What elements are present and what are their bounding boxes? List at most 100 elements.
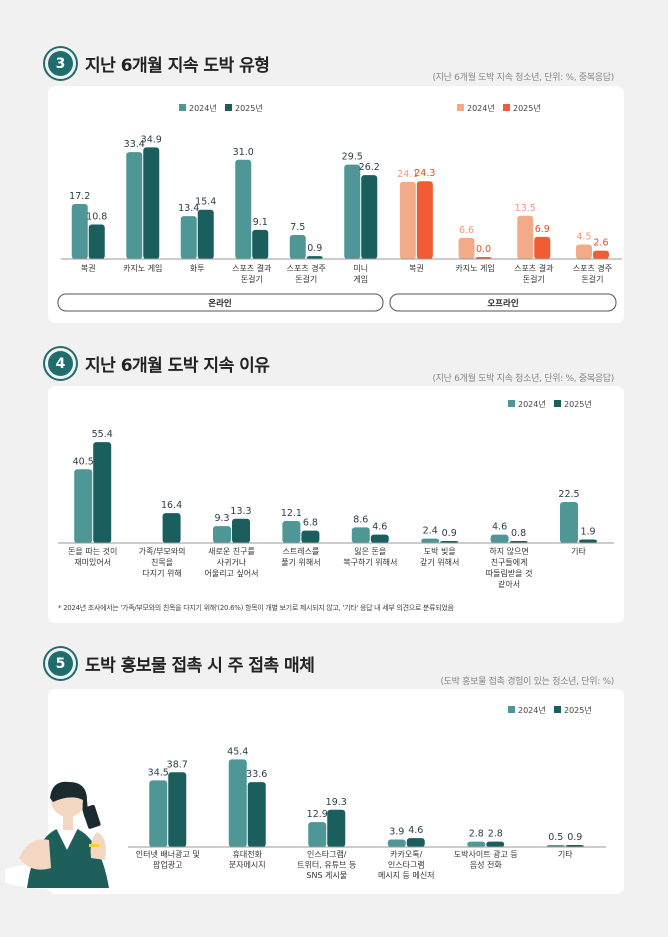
chart3-online-value-2-1: 15.4 bbox=[195, 197, 216, 208]
chart3-online-group-label: 온라인 bbox=[208, 298, 232, 309]
chart3-offline-value-3-0: 4.5 bbox=[576, 232, 591, 243]
chart5-value-0-0: 34.5 bbox=[148, 767, 169, 778]
chart3-online-value-0-1: 10.8 bbox=[86, 211, 107, 222]
chart4-cat-label-3-0: 스트레스를 bbox=[282, 547, 319, 556]
chart4-bar-2-0 bbox=[213, 526, 231, 543]
chart5-value-5-0: 0.5 bbox=[548, 832, 563, 843]
chart4-cat-label-6-2: 따돌림받을 것 bbox=[486, 568, 533, 578]
chart3-online-value-3-0: 31.0 bbox=[233, 147, 254, 158]
chart4-cat-label-0-1: 재미있어서 bbox=[74, 557, 111, 567]
chart4-cat-label-6-1: 친구들에게 bbox=[491, 557, 528, 567]
chart3-online-value-5-0: 29.5 bbox=[342, 152, 363, 163]
chart5-bar-0-1 bbox=[168, 772, 187, 847]
chart4-bar-1-1 bbox=[162, 513, 181, 543]
chart3-online-value-5-1: 26.2 bbox=[359, 162, 380, 173]
chart4-legend-label-1: 2025년 bbox=[564, 399, 592, 409]
character-collar bbox=[55, 826, 79, 850]
chart3-offline-cat-label-2-0: 스포츠 결과 bbox=[514, 263, 554, 273]
chart4-value-3-1: 6.8 bbox=[303, 518, 318, 529]
chart4-legend-swatch-0 bbox=[508, 400, 515, 407]
chart5-value-4-1: 2.8 bbox=[488, 829, 503, 840]
chart4-cat-label-3-1: 풀기 위해서 bbox=[281, 557, 320, 567]
section5-header: 5 도박 홍보물 접촉 시 주 접촉 매체 bbox=[48, 651, 315, 676]
chart3-online-bar-0-0 bbox=[71, 203, 88, 259]
chart3-online-bar-0-1 bbox=[88, 224, 105, 259]
chart4-value-4-1: 4.6 bbox=[372, 522, 387, 533]
chart5-legend-label-0: 2024년 bbox=[518, 705, 546, 715]
chart4-cat-label-5-0: 도박 빚을 bbox=[424, 546, 456, 556]
chart3-online-bar-1-1 bbox=[143, 147, 160, 259]
chart3-online-bar-2-0 bbox=[180, 216, 197, 259]
chart4-bar-6-0 bbox=[490, 534, 509, 543]
section5-note: (도박 홍보물 접촉 경험이 있는 청소년, 단위: %) bbox=[440, 677, 614, 687]
chart3-svg: 2024년 2025년 2024년 2025년 17.2 10.8 복권 33.434.9 카지… bbox=[57, 103, 622, 312]
chart5-bar-3-1 bbox=[406, 838, 425, 847]
chart3-online-value-4-1: 0.9 bbox=[307, 243, 322, 254]
chart3-offline-value-1-1: 0.0 bbox=[476, 244, 491, 255]
chart5-bar-1-0 bbox=[228, 759, 247, 847]
chart5-value-5-1: 0.9 bbox=[567, 832, 582, 843]
chart4-value-6-0: 4.6 bbox=[492, 522, 507, 533]
chart3-offline-group-label: 오프라인 bbox=[487, 298, 518, 309]
section3-panel: 2024년 2025년 2024년 2025년 17.2 10.8 복권 33.4 34.9 카지… bbox=[48, 86, 624, 323]
chart3-offline-cat-label-0-0: 복권 bbox=[409, 263, 424, 273]
chart3-online-cat-label-3-1: 돈걸기 bbox=[241, 275, 263, 284]
chart4-value-2-1: 13.3 bbox=[230, 506, 251, 517]
chart5-cat-label-2-2: SNS 게시물 bbox=[306, 870, 347, 880]
chart3-offline-value-0-0: 24.1 bbox=[397, 169, 418, 180]
chart3-online-value-1-1: 34.9 bbox=[141, 134, 162, 145]
character-hair bbox=[50, 781, 89, 824]
chart5-bar-4-0 bbox=[467, 841, 486, 847]
section4-panel: 2024년 2025년 40.5 55.4 돈을 따는 것이 재미있어서 16.4 가족/부모… bbox=[48, 386, 624, 623]
chart3-online-bar-2-1 bbox=[197, 209, 214, 259]
chart5-cat-label-0-1: 팝업광고 bbox=[153, 860, 182, 870]
chart4-value-5-0: 2.4 bbox=[423, 526, 438, 537]
chart5-value-4-0: 2.8 bbox=[469, 829, 484, 840]
chart4-cat-label-0-0: 돈을 따는 것이 bbox=[68, 546, 117, 556]
chart3-online-legend-swatch-1 bbox=[225, 104, 232, 111]
chart4-cat-label-4-1: 복구하기 위해서 bbox=[343, 557, 397, 567]
chart5-cat-label-2-0: 인스타그램/ bbox=[307, 849, 347, 859]
chart4-value-7-0: 22.5 bbox=[558, 489, 579, 500]
chart4-cat-label-7-0: 기타 bbox=[571, 547, 586, 556]
chart3-offline-bar-0-0 bbox=[399, 181, 416, 259]
chart3-offline-bar-0-1 bbox=[416, 181, 433, 259]
chart4-value-1-1: 16.4 bbox=[161, 500, 182, 511]
character-arm-left bbox=[19, 839, 51, 870]
chart5-value-0-1: 38.7 bbox=[167, 759, 188, 770]
chart4-bar-4-1 bbox=[370, 534, 389, 543]
chart5-cat-label-4-0: 도박사이트 광고 등 bbox=[454, 849, 518, 859]
chart4-bar-0-1 bbox=[93, 442, 112, 543]
chart3-online-bar-3-0 bbox=[235, 159, 252, 259]
chart5-bar-3-0 bbox=[387, 839, 406, 847]
chart5-cat-label-3-1: 인스타그램 bbox=[388, 860, 425, 870]
chart3-offline-bar-3-0 bbox=[575, 244, 592, 259]
chart3-online-value-1-0: 33.4 bbox=[124, 139, 145, 150]
chart4-value-2-0: 9.3 bbox=[214, 513, 229, 524]
chart3-online-legend-label-1: 2025년 bbox=[235, 103, 263, 113]
chart3-online-bar-4-1 bbox=[306, 256, 323, 259]
character-illustration bbox=[5, 781, 125, 890]
chart4-bar-5-0 bbox=[421, 538, 440, 543]
chart3-online-cat-label-4-1: 돈걸기 bbox=[295, 275, 317, 284]
chart3-offline-bar-2-1 bbox=[534, 236, 551, 259]
chart3-online-value-4-0: 7.5 bbox=[290, 222, 305, 233]
chart3-online-value-3-1: 9.1 bbox=[253, 217, 268, 228]
section3-title: 지난 6개월 지속 도박 유형 bbox=[85, 56, 270, 76]
chart4-legend-label-0: 2024년 bbox=[518, 399, 546, 409]
character-badge bbox=[89, 844, 99, 847]
section3-number: 3 bbox=[48, 51, 73, 76]
section5-number: 5 bbox=[48, 651, 73, 676]
chart5-value-2-1: 19.3 bbox=[326, 797, 347, 808]
chart4-value-3-0: 12.1 bbox=[281, 508, 302, 519]
chart4-value-0-1: 55.4 bbox=[92, 429, 113, 440]
chart3-online-bar-3-1 bbox=[252, 229, 269, 259]
chart5-value-1-0: 45.4 bbox=[227, 746, 248, 757]
chart3-offline-value-1-0: 6.6 bbox=[459, 225, 474, 236]
chart3-offline-cat-label-3-0: 스포츠 경주 bbox=[573, 263, 612, 273]
chart4-bar-0-0 bbox=[74, 469, 93, 543]
section3-note: (지난 6개월 도박 지속 청소년, 단위: %, 중복응답) bbox=[432, 73, 614, 83]
chart3-online-value-0-0: 17.2 bbox=[69, 191, 90, 202]
phone-icon bbox=[82, 804, 101, 829]
